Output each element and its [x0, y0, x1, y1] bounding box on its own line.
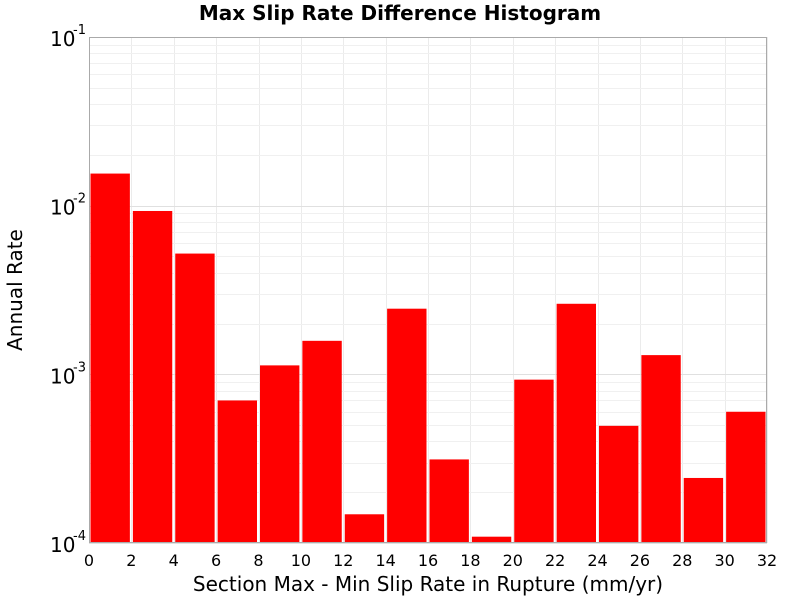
x-tick-label: 30	[714, 551, 734, 570]
x-tick-label: 20	[503, 551, 523, 570]
chart-title: Max Slip Rate Difference Histogram	[199, 1, 601, 25]
histogram-bar	[599, 425, 639, 543]
x-tick-label: 32	[757, 551, 777, 570]
x-tick-label: 6	[211, 551, 221, 570]
histogram-bar	[302, 340, 342, 543]
x-tick-label: 22	[545, 551, 565, 570]
histogram-bar	[175, 253, 215, 543]
y-tick-base: 10	[50, 533, 75, 557]
y-tick-exponent: -3	[73, 360, 86, 375]
x-tick-labels: 0 2 4 6 8 10 12 14 16 18 20 22 24 26 28 30 32	[84, 551, 777, 570]
x-tick-label: 28	[672, 551, 692, 570]
y-tick-labels: 10-410-310-210-1	[50, 23, 86, 557]
histogram-bar	[726, 411, 766, 543]
y-tick-label: 10-4	[50, 529, 86, 557]
x-tick-label: 18	[460, 551, 480, 570]
histogram-bar	[429, 459, 469, 543]
y-tick-base: 10	[50, 27, 75, 51]
y-tick-label: 10-2	[50, 192, 86, 220]
histogram-bar	[260, 365, 300, 543]
y-tick-base: 10	[50, 196, 75, 220]
histogram-bar	[90, 173, 130, 543]
y-tick-label: 10-1	[50, 23, 86, 51]
x-tick-label: 26	[630, 551, 650, 570]
bars	[90, 173, 766, 543]
x-tick-label: 16	[418, 551, 438, 570]
histogram-bar	[683, 477, 724, 543]
x-axis-label: Section Max - Min Slip Rate in Rupture (…	[193, 572, 663, 596]
y-tick-exponent: -4	[73, 529, 86, 544]
x-tick-label: 4	[169, 551, 179, 570]
x-tick-label: 24	[587, 551, 607, 570]
y-tick-exponent: -1	[73, 23, 86, 38]
x-tick-label: 14	[375, 551, 395, 570]
histogram-bar	[344, 514, 385, 543]
x-tick-label: 10	[291, 551, 311, 570]
histogram-bar	[387, 308, 427, 543]
x-tick-label: 2	[126, 551, 136, 570]
y-tick-label: 10-3	[50, 360, 86, 388]
plot-area-border	[89, 37, 767, 543]
y-tick-base: 10	[50, 364, 75, 388]
x-tick-label: 0	[84, 551, 94, 570]
histogram-bar	[641, 355, 681, 543]
histogram-bar	[217, 400, 257, 543]
histogram-bar	[556, 303, 596, 543]
histogram-bar	[132, 210, 173, 543]
x-tick-label: 8	[253, 551, 263, 570]
x-tick-label: 12	[333, 551, 353, 570]
y-axis-label: Annual Rate	[3, 229, 27, 351]
histogram-bar	[514, 379, 554, 543]
y-tick-exponent: -2	[73, 192, 86, 207]
histogram-bar	[471, 536, 512, 543]
